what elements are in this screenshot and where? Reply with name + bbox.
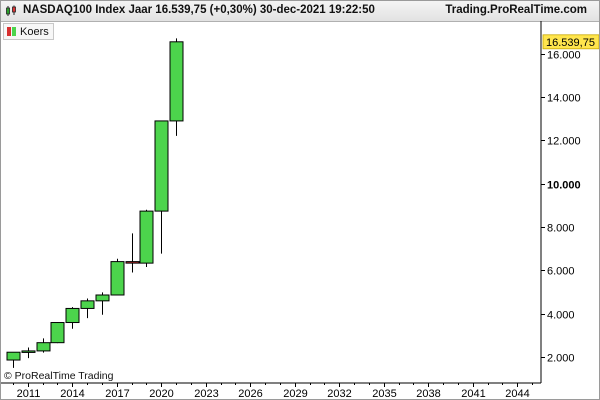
x-tick-label: 2014 (60, 388, 84, 399)
chart-title: NASDAQ100 Index Jaar 16.539,75 (+0,30%) … (23, 4, 375, 16)
candle-2014[interactable] (65, 307, 80, 329)
candle-body (95, 294, 110, 302)
candle-body (50, 322, 65, 344)
x-tick-label: 2038 (416, 388, 440, 399)
candle-body (125, 261, 140, 264)
y-tick-label: 10.000 (547, 180, 581, 192)
candle-2021[interactable] (169, 38, 184, 136)
last-price-marker: 16.539,75 (542, 34, 599, 50)
x-tick-label: 2029 (283, 388, 307, 399)
candle-body (154, 120, 169, 212)
candle-2015[interactable] (80, 298, 95, 319)
last-price-badge (542, 34, 599, 50)
y-tick-label: 16.000 (547, 50, 581, 62)
candle-body (110, 261, 125, 296)
x-tick-label: 2041 (461, 388, 485, 399)
x-tick-label: 2035 (372, 388, 396, 399)
title-bar: NASDAQ100 Index Jaar 16.539,75 (+0,30%) … (1, 1, 599, 22)
candle-body (65, 307, 80, 324)
watermark: © ProRealTime Trading (4, 370, 114, 382)
candle-body (6, 351, 21, 361)
y-tick-label: 12.000 (547, 136, 581, 148)
y-tick-label: 2.000 (547, 353, 575, 365)
candle-2020[interactable] (154, 120, 169, 254)
legend-label: Koers (20, 25, 49, 38)
x-tick-label: 2032 (327, 388, 351, 399)
candle-body (80, 300, 95, 309)
x-tick-label: 2026 (238, 388, 262, 399)
candle-2018[interactable] (125, 233, 140, 273)
candle-2012[interactable] (36, 338, 51, 353)
candle-2016[interactable] (95, 292, 110, 315)
candle-2017[interactable] (110, 258, 125, 296)
candle-2010[interactable] (6, 351, 21, 368)
candle-2011[interactable] (21, 347, 36, 359)
candle-body (169, 41, 184, 122)
candle-body (36, 342, 51, 352)
candle-2013[interactable] (50, 322, 65, 344)
x-tick-label: 2020 (149, 388, 173, 399)
candle-body (139, 210, 154, 264)
last-price-label: 16.539,75 (546, 37, 595, 49)
candle-body (21, 350, 36, 353)
axes: 2.000 4.000 6.000 8.000 10.000 12.000 14.000 16… (1, 21, 599, 399)
candle-2019[interactable] (139, 209, 154, 268)
y-tick-label: 6.000 (547, 266, 575, 278)
x-tick-label: 2023 (194, 388, 218, 399)
brand-label: Trading.ProRealTime.com (445, 4, 587, 16)
y-tick-label: 14.000 (547, 93, 581, 105)
x-tick-label: 2017 (105, 388, 129, 399)
x-tick-label: 2044 (505, 388, 529, 399)
candlestick-icon (6, 5, 16, 16)
legend-swatch-icon (7, 27, 17, 36)
y-tick-label: 8.000 (547, 223, 575, 235)
y-tick-label: 4.000 (547, 310, 575, 322)
legend-badge[interactable]: Koers (3, 23, 54, 40)
x-tick-label: 2011 (17, 388, 41, 399)
candles (6, 38, 184, 368)
